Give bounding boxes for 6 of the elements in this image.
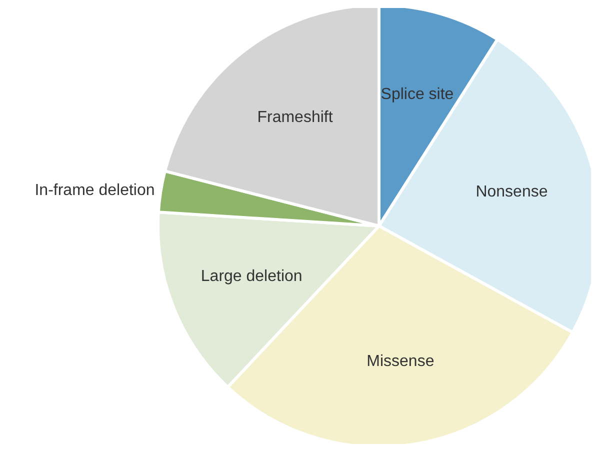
slice-label: Splice site (380, 86, 454, 103)
slice-label: In-frame deletion (34, 182, 155, 199)
slice-label: Large deletion (200, 268, 302, 285)
slice-label: Nonsense (476, 183, 548, 200)
slice-label: Frameshift (257, 109, 334, 126)
slice-label: Missense (366, 352, 434, 370)
